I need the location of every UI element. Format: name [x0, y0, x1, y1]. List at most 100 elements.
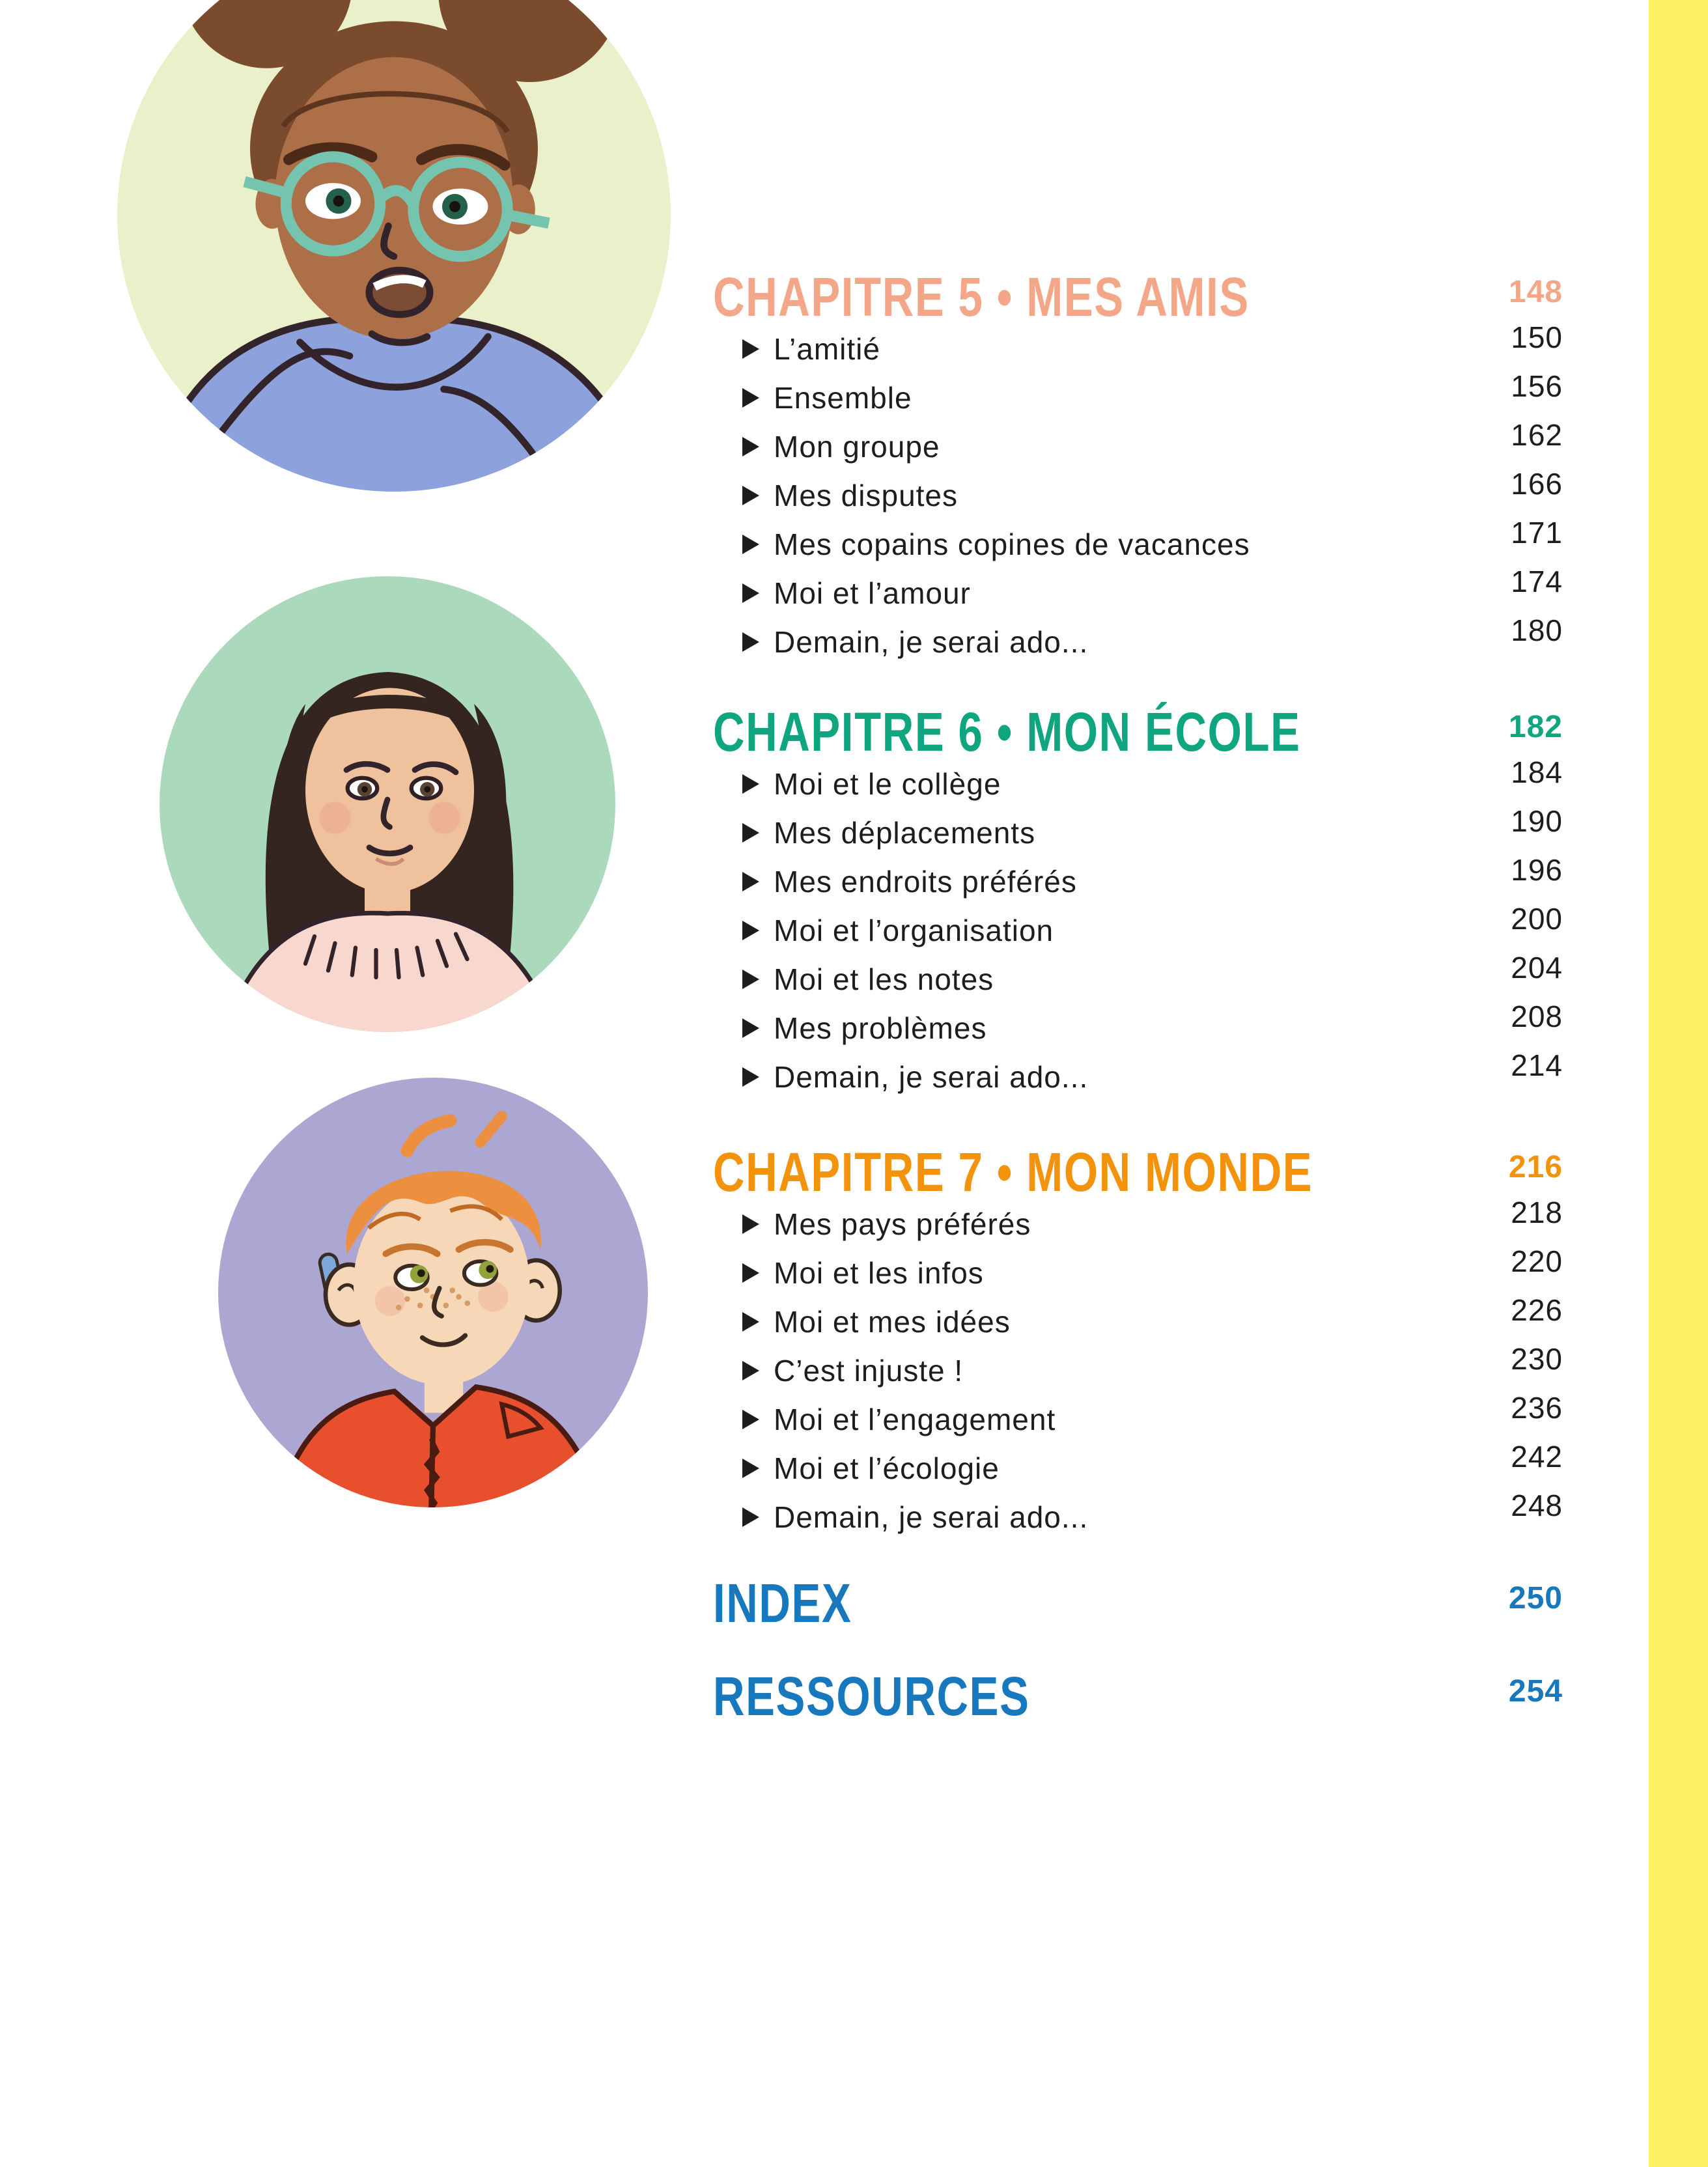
- triangle-bullet-icon: [742, 872, 759, 891]
- triangle-bullet-icon: [742, 1459, 759, 1478]
- triangle-bullet-icon: [742, 583, 759, 603]
- toc-entry-label: Moi et les notes: [774, 962, 994, 996]
- toc-entry-label: L’amitié: [774, 332, 880, 366]
- toc-entry: Moi et les infos 220: [742, 1244, 1563, 1297]
- toc-entry: C’est injuste ! 230: [742, 1342, 1563, 1395]
- toc-entry: Demain, je serai ado... 180: [742, 613, 1563, 666]
- toc-entry: Mes déplacements 190: [742, 804, 1563, 857]
- ressources-page-number: 254: [1508, 1673, 1563, 1709]
- toc-entry-page: 248: [1511, 1489, 1563, 1522]
- toc-entry-label: Moi et mes idées: [774, 1305, 1011, 1339]
- index-heading-row: INDEX 250: [713, 1567, 1563, 1639]
- portrait-girl-long-hair-icon: [160, 576, 615, 1032]
- toc-entry-page: 171: [1511, 516, 1563, 550]
- toc-entry: Moi et l’engagement 236: [742, 1391, 1563, 1444]
- triangle-bullet-icon: [742, 388, 759, 408]
- triangle-bullet-icon: [742, 339, 759, 359]
- toc-entry-label: Demain, je serai ado...: [774, 1060, 1089, 1094]
- toc-entry-page: 180: [1511, 613, 1563, 647]
- toc-entry-label: Moi et l’organisation: [774, 914, 1054, 947]
- triangle-bullet-icon: [742, 823, 759, 843]
- ressources-heading-row: RESSOURCES 254: [713, 1660, 1563, 1732]
- toc-entry-page: 236: [1511, 1391, 1563, 1425]
- triangle-bullet-icon: [742, 1067, 759, 1087]
- toc-entry-page: 174: [1511, 565, 1563, 598]
- toc-entry: L’amitié 150: [742, 320, 1563, 373]
- toc-entry: Moi et l’organisation 200: [742, 902, 1563, 955]
- toc-entry-label: Moi et les infos: [774, 1256, 984, 1290]
- triangle-bullet-icon: [742, 1263, 759, 1283]
- toc-entry-label: Demain, je serai ado...: [774, 625, 1089, 659]
- toc-entry-label: Mes disputes: [774, 479, 959, 512]
- chapter-5-page-number: 148: [1508, 274, 1563, 309]
- triangle-bullet-icon: [742, 1214, 759, 1234]
- toc-entry-page: 214: [1511, 1048, 1563, 1082]
- index-title: INDEX: [713, 1572, 852, 1634]
- portrait-boy-red-hair-icon: [218, 1078, 648, 1507]
- triangle-bullet-icon: [742, 921, 759, 940]
- triangle-bullet-icon: [742, 535, 759, 554]
- triangle-bullet-icon: [742, 1361, 759, 1380]
- chapter-7-title: CHAPITRE 7 • MON MONDE: [713, 1141, 1313, 1203]
- toc-entry: Demain, je serai ado... 214: [742, 1048, 1563, 1101]
- toc-entry: Moi et les notes 204: [742, 951, 1563, 1003]
- toc-entry: Moi et l’écologie 242: [742, 1440, 1563, 1492]
- toc-entry-page: 220: [1511, 1244, 1563, 1278]
- toc-entry-page: 166: [1511, 467, 1563, 501]
- ressources-title: RESSOURCES: [713, 1665, 1030, 1727]
- chapter-6-title: CHAPITRE 6 • MON ÉCOLE: [713, 701, 1301, 762]
- triangle-bullet-icon: [742, 1312, 759, 1332]
- toc-entry-label: Mes pays préférés: [774, 1207, 1031, 1241]
- toc-entry: Mes problèmes 208: [742, 1000, 1563, 1052]
- chapter-5-title: CHAPITRE 5 • MES AMIS: [713, 266, 1250, 328]
- toc-entry-page: 204: [1511, 951, 1563, 985]
- toc-entry: Mon groupe 162: [742, 418, 1563, 471]
- toc-entry-page: 218: [1511, 1195, 1563, 1229]
- triangle-bullet-icon: [742, 632, 759, 652]
- toc-entry-label: Demain, je serai ado...: [774, 1500, 1089, 1534]
- freckles: [395, 1287, 471, 1311]
- toc-entry-label: C’est injuste !: [774, 1354, 964, 1388]
- toc-entry-page: 190: [1511, 804, 1563, 838]
- triangle-bullet-icon: [742, 437, 759, 456]
- triangle-bullet-icon: [742, 970, 759, 989]
- toc-entry: Mes copains copines de vacances 171: [742, 516, 1563, 568]
- toc-entry: Ensemble 156: [742, 369, 1563, 422]
- portrait-child-with-afro-puffs-icon: [117, 0, 671, 492]
- toc-entry: Mes disputes 166: [742, 467, 1563, 520]
- toc-entry-page: 226: [1511, 1293, 1563, 1327]
- toc-entry: Moi et mes idées 226: [742, 1293, 1563, 1346]
- triangle-bullet-icon: [742, 1410, 759, 1429]
- toc-entry-label: Mes copains copines de vacances: [774, 527, 1250, 561]
- triangle-bullet-icon: [742, 1018, 759, 1038]
- chapter-6-heading-row: CHAPITRE 6 • MON ÉCOLE 182: [713, 696, 1563, 768]
- toc-entry-label: Moi et l’écologie: [774, 1451, 1000, 1485]
- toc-entry: Moi et le collège 184: [742, 755, 1563, 808]
- index-page-number: 250: [1508, 1580, 1563, 1615]
- toc-entry: Mes endroits préférés 196: [742, 853, 1563, 906]
- toc-entry-label: Mes déplacements: [774, 816, 1036, 850]
- toc-entry-label: Mon groupe: [774, 430, 940, 464]
- toc-entry: Mes pays préférés 218: [742, 1195, 1563, 1248]
- toc-entry-label: Moi et le collège: [774, 767, 1001, 801]
- toc-entry-page: 200: [1511, 902, 1563, 936]
- page-edge-stripe: [1649, 0, 1708, 2167]
- toc-entry-page: 230: [1511, 1342, 1563, 1376]
- toc-entry-page: 184: [1511, 755, 1563, 789]
- triangle-bullet-icon: [742, 1507, 759, 1527]
- toc-entry-page: 196: [1511, 853, 1563, 887]
- triangle-bullet-icon: [742, 486, 759, 505]
- toc-entry-page: 242: [1511, 1440, 1563, 1474]
- triangle-bullet-icon: [742, 774, 759, 794]
- toc-entry-label: Mes problèmes: [774, 1011, 987, 1045]
- toc-entry-label: Ensemble: [774, 381, 912, 415]
- chapter-7-page-number: 216: [1508, 1149, 1563, 1184]
- toc-entry-label: Moi et l’amour: [774, 576, 971, 610]
- toc-entry-page: 156: [1511, 369, 1563, 403]
- chapter-7-heading-row: CHAPITRE 7 • MON MONDE 216: [713, 1136, 1563, 1208]
- toc-entry-page: 150: [1511, 320, 1563, 354]
- chapter-6-page-number: 182: [1508, 709, 1563, 744]
- toc-entry-label: Moi et l’engagement: [774, 1403, 1056, 1436]
- toc-entry-page: 162: [1511, 418, 1563, 452]
